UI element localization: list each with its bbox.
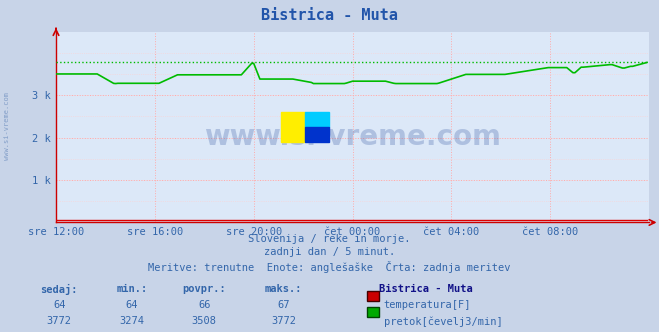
Text: 66: 66 [198, 300, 210, 310]
Bar [305, 112, 329, 127]
Bar [281, 112, 305, 142]
Text: 3508: 3508 [192, 316, 217, 326]
Text: 3772: 3772 [47, 316, 72, 326]
Text: Slovenija / reke in morje.: Slovenija / reke in morje. [248, 234, 411, 244]
Text: pretok[čevelj3/min]: pretok[čevelj3/min] [384, 316, 502, 327]
Text: 3274: 3274 [119, 316, 144, 326]
Text: povpr.:: povpr.: [183, 284, 226, 294]
Text: maks.:: maks.: [265, 284, 302, 294]
Text: www.si-vreme.com: www.si-vreme.com [204, 123, 501, 150]
Bar [305, 127, 329, 142]
Text: Bistrica - Muta: Bistrica - Muta [261, 8, 398, 23]
Text: Bistrica - Muta: Bistrica - Muta [379, 284, 473, 294]
Text: 3772: 3772 [271, 316, 296, 326]
Text: zadnji dan / 5 minut.: zadnji dan / 5 minut. [264, 247, 395, 257]
Text: www.si-vreme.com: www.si-vreme.com [3, 92, 10, 160]
Text: 64: 64 [53, 300, 65, 310]
Text: min.:: min.: [116, 284, 148, 294]
Text: 64: 64 [126, 300, 138, 310]
Text: Meritve: trenutne  Enote: anglešaške  Črta: zadnja meritev: Meritve: trenutne Enote: anglešaške Črta… [148, 261, 511, 273]
Text: sedaj:: sedaj: [41, 284, 78, 295]
Text: 67: 67 [277, 300, 289, 310]
Text: temperatura[F]: temperatura[F] [384, 300, 471, 310]
